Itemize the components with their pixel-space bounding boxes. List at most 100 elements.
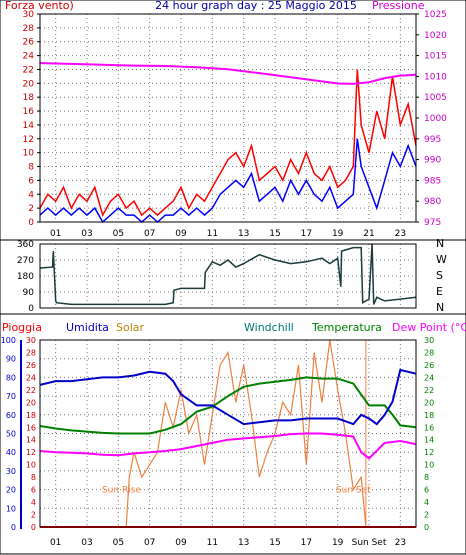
humidity-tick-label: 70: [6, 392, 16, 401]
x-tick-label: 23: [395, 229, 406, 239]
pressure-axis-label: Pressione: [372, 0, 425, 12]
wind-tick-label: 24: [23, 52, 35, 62]
panel1-series: [39, 62, 417, 224]
pressure-tick-label: 1015: [424, 52, 447, 62]
pressure-tick-label: 1005: [424, 93, 447, 103]
x-tick-label: 07: [144, 538, 155, 548]
wind-tick-label: 30: [23, 10, 35, 20]
panel1-plot-frame: [39, 13, 417, 223]
x-tick-label: 23: [395, 538, 406, 548]
panel2-series: [39, 243, 417, 306]
x-tick-label: 09: [175, 229, 187, 239]
humidity-label: Umidita: [66, 321, 109, 334]
wind-tick-label: 4: [28, 190, 34, 200]
wind-tick-label: 14: [23, 121, 35, 131]
x-tick-label: 19: [332, 229, 344, 239]
windchill-label: Windchill: [244, 321, 294, 334]
rain-tick-label: 22: [26, 386, 36, 395]
panel3-plot-frame: [39, 339, 417, 528]
direction-tick-label: 0: [28, 304, 34, 314]
temp-tick-label: 20: [424, 398, 434, 407]
rain-tick-label: 24: [26, 373, 36, 382]
wind-tick-label: 0: [28, 218, 34, 228]
humidity-line: [39, 368, 417, 426]
panel1-title: 24 hour graph day : 25 Maggio 2015: [155, 0, 357, 12]
temp-tick-label: 12: [424, 448, 434, 457]
temp-tick-label: 0: [424, 523, 429, 532]
temp-tick-label: 4: [424, 498, 429, 507]
wind-tick-label: 10: [23, 149, 35, 159]
humidity-tick-label: 80: [6, 373, 16, 382]
x-tick-label: 09: [175, 538, 187, 548]
humidity-tick-label: 20: [6, 486, 16, 495]
wind-tick-label: 16: [23, 107, 35, 117]
temp-tick-label: 10: [424, 461, 434, 470]
sun-annotation: Sun Rise: [102, 486, 141, 496]
pressure-tick-label: 980: [424, 197, 441, 207]
humidity-tick-label: 40: [6, 448, 16, 457]
rain-tick-label: 12: [26, 448, 36, 457]
x-tick-label: 11: [207, 538, 218, 548]
compass-label: S: [436, 269, 443, 282]
compass-label: E: [436, 285, 443, 298]
rain-tick-label: 26: [26, 361, 36, 370]
x-tick-label: 13: [238, 538, 249, 548]
compass-label: W: [436, 253, 447, 266]
solar-label: Solar: [116, 321, 145, 334]
temp-tick-label: 26: [424, 361, 434, 370]
x-tick-label: 01: [50, 538, 61, 548]
compass-label: N: [436, 301, 444, 314]
wind-tick-label: 20: [23, 79, 35, 89]
pressure-tick-label: 995: [424, 135, 441, 145]
wind-tick-label: 6: [28, 176, 34, 186]
pressure-tick-label: 1020: [424, 31, 447, 41]
humidity-axis-ticks: 0 10 20 30 40 50 60 70 80 90 100: [1, 336, 22, 532]
x-tick-label: 17: [301, 538, 312, 548]
temp-tick-label: 16: [424, 423, 434, 432]
wind-line: [39, 138, 417, 224]
x-tick-label: 15: [269, 538, 280, 548]
panel3-x-ticks: 01 03 05 07 09 11 13 15 17 19 Sun Set 23: [50, 538, 406, 548]
direction-tick-label: 90: [23, 288, 35, 298]
rain-tick-label: 8: [31, 473, 36, 482]
rain-tick-label: 16: [26, 423, 36, 432]
x-tick-label: 17: [301, 229, 312, 239]
pressure-tick-label: 990: [424, 156, 441, 166]
pressure-tick-label: 1000: [424, 114, 447, 124]
temp-humidity-panel: Pioggia Umidita Solar Windchill Temperat…: [0, 313, 466, 555]
x-tick-label: 21: [363, 229, 374, 239]
wind-tick-label: 18: [23, 93, 35, 103]
x-tick-label: 15: [269, 229, 280, 239]
dewpoint-line: [39, 432, 417, 460]
rain-tick-label: 18: [26, 411, 36, 420]
temperature-label: Temperatura: [311, 321, 382, 334]
humidity-tick-label: 90: [6, 355, 16, 364]
temp-tick-label: 6: [424, 486, 429, 495]
compass-label: N: [436, 237, 444, 250]
pressure-line: [39, 62, 417, 85]
direction-line: [39, 243, 417, 306]
rain-tick-label: 10: [26, 461, 36, 470]
pressure-tick-label: 1025: [424, 10, 447, 20]
humidity-tick-label: 0: [11, 523, 16, 532]
pressure-tick-label: 975: [424, 218, 441, 228]
rain-tick-label: 14: [26, 436, 36, 445]
x-tick-label: Sun Set: [352, 538, 387, 548]
wind-tick-label: 28: [23, 24, 35, 34]
pressure-tick-label: 985: [424, 176, 441, 186]
temp-tick-label: 2: [424, 511, 429, 520]
rain-label: Pioggia: [2, 321, 42, 334]
x-tick-label: 05: [113, 229, 124, 239]
wind-tick-label: 22: [23, 65, 34, 75]
panel1-frame: [0, 0, 466, 241]
humidity-tick-label: 60: [6, 411, 16, 420]
direction-tick-label: 360: [17, 240, 34, 250]
temp-tick-label: 24: [424, 373, 434, 382]
temp-tick-label: 8: [424, 473, 429, 482]
wind-tick-label: 8: [28, 163, 34, 173]
x-tick-label: 03: [81, 538, 92, 548]
